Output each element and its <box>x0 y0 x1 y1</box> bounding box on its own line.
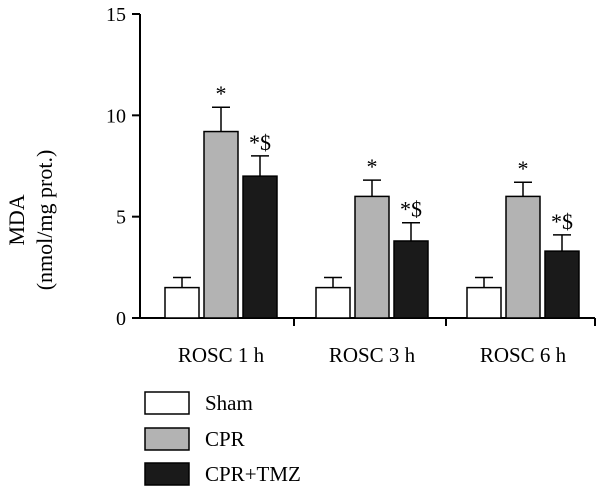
x-tick-label: ROSC 3 h <box>329 343 416 367</box>
significance-label: *$ <box>551 209 573 234</box>
x-tick-label: ROSC 1 h <box>178 343 265 367</box>
bar <box>164 286 200 319</box>
legend-label: CPR <box>205 427 245 451</box>
legend-label: CPR+TMZ <box>205 462 301 486</box>
bar <box>505 195 541 319</box>
y-tick-label: 0 <box>116 308 126 330</box>
bar <box>544 250 580 319</box>
plot-area: 0 5 10 15 ROSC 1 h ROSC 3 h ROSC 6 h * * * *$ *$ *$ <box>106 4 596 367</box>
legend: Sham CPR CPR+TMZ <box>144 391 301 486</box>
y-axis-title: MDA (nmol/mg prot.) <box>4 150 57 291</box>
bar <box>203 130 239 319</box>
significance-label: *$ <box>249 130 271 155</box>
significance-label: * <box>518 156 529 181</box>
significance-label: *$ <box>400 197 422 222</box>
bar <box>354 195 390 319</box>
legend-swatch <box>144 462 190 486</box>
y-tick-label: 15 <box>106 4 126 26</box>
significance-label: * <box>216 81 227 106</box>
bar <box>393 240 429 319</box>
bar <box>242 175 278 319</box>
significance-label: * <box>367 154 378 179</box>
legend-label: Sham <box>205 391 253 415</box>
y-tick-label: 10 <box>106 105 126 127</box>
bar <box>466 286 502 319</box>
y-tick-label: 5 <box>116 207 126 229</box>
bar <box>315 286 351 319</box>
x-tick-label: ROSC 6 h <box>480 343 567 367</box>
y-axis-title-line-1: MDA <box>4 194 29 245</box>
y-axis-title-line-2: (nmol/mg prot.) <box>32 150 57 291</box>
legend-swatch <box>144 391 190 415</box>
legend-swatch <box>144 427 190 451</box>
